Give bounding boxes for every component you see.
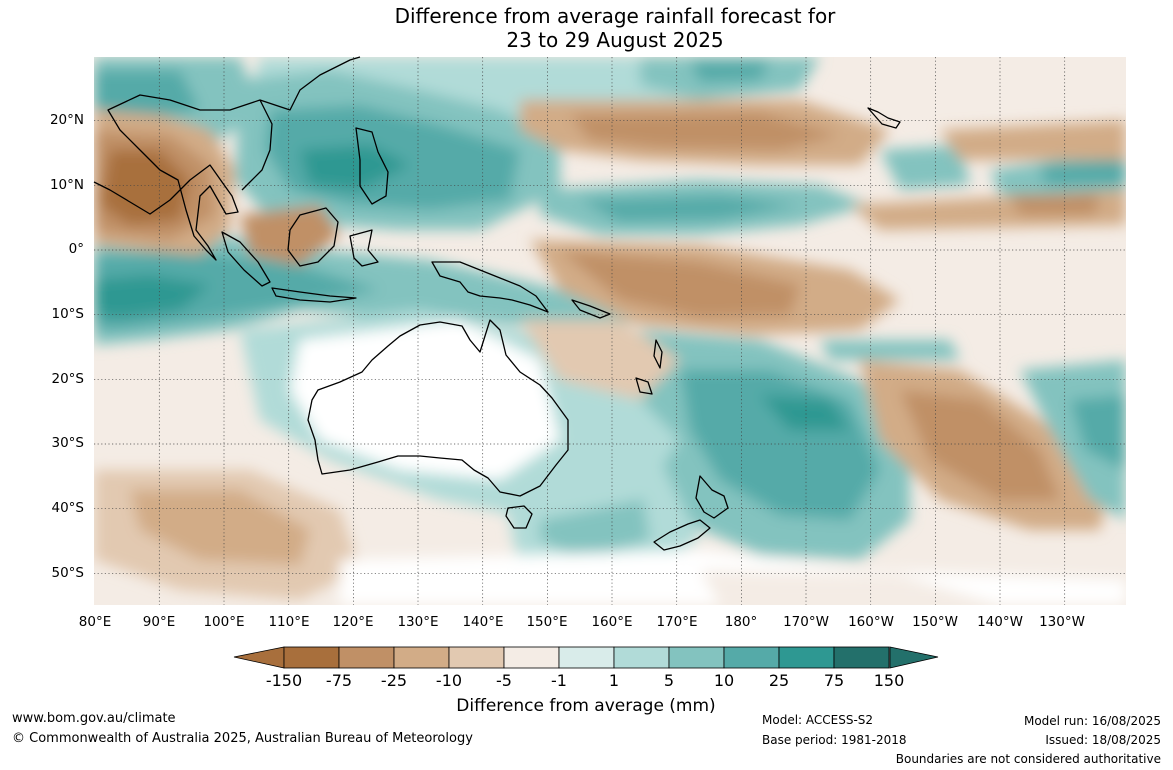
colorbar-cell	[393, 646, 450, 669]
lon-label: 180°	[724, 614, 758, 630]
base-period: Base period: 1981-2018	[762, 733, 907, 747]
lon-label: 130°E	[397, 614, 439, 630]
colorbar-label: 10	[713, 671, 735, 690]
colorbar-label: -1	[551, 671, 567, 690]
model-name: Model: ACCESS-S2	[762, 713, 874, 727]
sulawesi-outline	[349, 229, 379, 267]
lat-label: 20°N	[49, 112, 84, 128]
issued-date: Issued: 18/08/2025	[1045, 733, 1161, 747]
lat-label: 10°S	[51, 306, 85, 322]
lon-label: 130°W	[1039, 614, 1085, 630]
map-title: Difference from average rainfall forecas…	[0, 4, 1173, 52]
coastlines	[93, 56, 901, 551]
lat-label: 40°S	[51, 500, 85, 516]
tasmania-outline	[505, 505, 533, 529]
colorbar-cell	[723, 646, 780, 669]
vietnam-coast	[241, 99, 273, 191]
colorbar-label: -5	[496, 671, 512, 690]
sumatra-outline	[221, 231, 271, 287]
lon-label: 150°E	[526, 614, 568, 630]
colorbar-label: -75	[325, 671, 353, 690]
colorbar-high-extend	[889, 646, 939, 669]
colorbar-title: Difference from average (mm)	[456, 696, 716, 716]
colorbar-label: 150	[873, 671, 905, 690]
colorbar-low-extend	[233, 646, 285, 669]
colorbar-cell	[503, 646, 560, 669]
colorbar-cell	[668, 646, 725, 669]
lat-label: 20°S	[51, 371, 85, 387]
new-zealand-south	[653, 519, 711, 551]
lon-label: 140°E	[462, 614, 504, 630]
lat-label: 10°N	[49, 177, 84, 193]
solomon-islands	[571, 299, 611, 319]
colorbar-label: 25	[768, 671, 790, 690]
australia-outline	[307, 319, 569, 497]
lon-label: 140°W	[977, 614, 1023, 630]
philippines-outline	[355, 127, 389, 205]
model-run-date: Model run: 16/08/2025	[1023, 714, 1161, 728]
colorbar-cell	[338, 646, 395, 669]
lat-label: 30°S	[51, 435, 85, 451]
lon-label: 160°W	[848, 614, 894, 630]
colorbar-label: 1	[608, 671, 620, 690]
lat-label: 50°S	[51, 565, 85, 581]
copyright-text: © Commonwealth of Australia 2025, Austra…	[12, 731, 473, 746]
rainfall-anomaly-field	[94, 57, 1126, 605]
colorbar-cell	[778, 646, 835, 669]
pacific-islands-vanuatu	[653, 339, 663, 369]
colorbar-label: -10	[435, 671, 463, 690]
colorbar-cell	[448, 646, 505, 669]
lon-label: 120°E	[332, 614, 374, 630]
lon-label: 170°W	[783, 614, 829, 630]
colorbar-label: 5	[663, 671, 675, 690]
lon-label: 150°W	[912, 614, 958, 630]
pacific-islands-fiji	[635, 377, 653, 395]
colorbar	[233, 646, 939, 669]
colorbar-cell	[613, 646, 670, 669]
boundaries-disclaimer: Boundaries are not considered authoritat…	[895, 752, 1161, 766]
colorbar-cell	[283, 646, 340, 669]
title-line-2: 23 to 29 August 2025	[506, 28, 724, 52]
lon-label: 110°E	[268, 614, 310, 630]
colorbar-cell	[833, 646, 890, 669]
lat-label: 0°	[68, 241, 84, 257]
java-outline	[271, 287, 357, 303]
new-zealand-north	[695, 475, 729, 519]
lon-label: 170°E	[656, 614, 698, 630]
lon-label: 100°E	[203, 614, 245, 630]
colorbar-label: 75	[823, 671, 845, 690]
website-link[interactable]: www.bom.gov.au/climate	[12, 711, 176, 726]
new-guinea-outline	[431, 261, 549, 313]
colorbar-label: -150	[265, 671, 303, 690]
lon-label: 160°E	[591, 614, 633, 630]
se-asia-outline	[93, 56, 361, 261]
lon-label: 80°E	[78, 614, 112, 630]
title-line-1: Difference from average rainfall forecas…	[394, 4, 836, 28]
colorbar-label: -25	[380, 671, 408, 690]
colorbar-cell	[558, 646, 615, 669]
borneo-outline	[287, 207, 339, 267]
lon-label: 90°E	[142, 614, 176, 630]
hawaii	[867, 107, 901, 129]
